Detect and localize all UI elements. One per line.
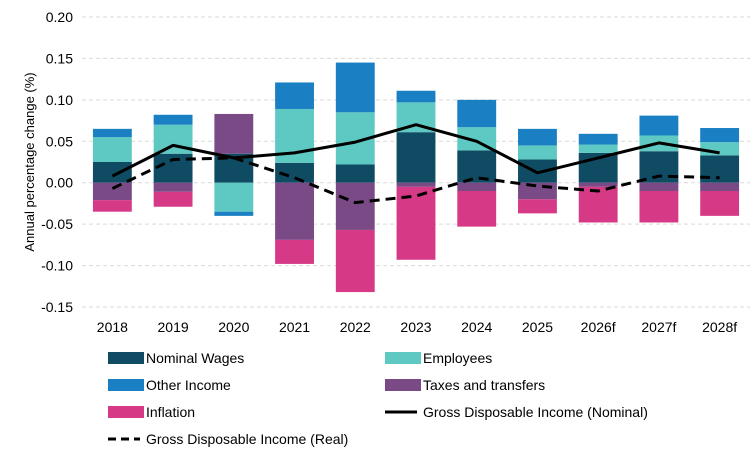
bar-segment	[518, 145, 557, 160]
bar-segment	[214, 182, 254, 212]
bar-segment	[335, 229, 375, 293]
bar-segment	[396, 90, 436, 103]
legend-label: Employees	[423, 350, 492, 366]
bar-segment	[92, 128, 132, 138]
legend-swatch	[108, 352, 144, 364]
bar-segment	[639, 182, 679, 191]
bar-segment	[518, 182, 557, 200]
y-tick-label: 0.00	[46, 175, 73, 191]
bar-segment	[275, 162, 314, 183]
x-tick-label: 2020	[218, 319, 249, 335]
gridlines	[82, 16, 750, 308]
bar-segment	[457, 182, 497, 191]
legend-swatch	[385, 352, 421, 364]
bar-segment	[700, 142, 740, 156]
x-tick-label: 2024	[461, 319, 492, 335]
legend-label: Other Income	[146, 377, 231, 393]
bar-segment	[275, 182, 314, 240]
y-axis-label: Annual percentage change (%)	[22, 72, 37, 251]
bar-segment	[275, 239, 314, 264]
lines	[111, 123, 720, 205]
legend-item: Gross Disposable Income (Nominal)	[385, 404, 648, 420]
bar-segment	[578, 186, 618, 223]
bar-segment	[92, 182, 132, 201]
x-tick-label: 2026f	[581, 319, 616, 335]
bar-segment	[153, 182, 193, 192]
x-tick-label: 2025	[522, 319, 553, 335]
x-tick-label: 2022	[340, 319, 371, 335]
y-tick-label: 0.05	[46, 133, 73, 149]
bar-segment	[639, 115, 679, 136]
legend-label: Gross Disposable Income (Real)	[146, 431, 348, 447]
legend-label: Nominal Wages	[146, 350, 244, 366]
bars	[92, 62, 740, 293]
bar-segment	[457, 191, 497, 227]
bar-segment	[396, 186, 436, 260]
bar-segment	[457, 150, 497, 183]
y-tick-label: 0.15	[46, 50, 73, 66]
legend-label: Taxes and transfers	[423, 377, 545, 393]
y-axis-ticks: 0.20 0.15 0.10 0.05 0.00 -0.05 -0.10 -0.15	[41, 9, 73, 315]
legend-swatch	[385, 379, 421, 391]
bar-segment	[578, 182, 618, 187]
x-tick-label: 2023	[400, 319, 431, 335]
bar-segment	[639, 191, 679, 223]
bar-segment	[518, 128, 557, 146]
bar-segment	[92, 200, 132, 212]
legend-item: Inflation	[108, 404, 195, 420]
bar-segment	[396, 132, 436, 183]
legend-swatch	[108, 406, 144, 418]
legend-item: Gross Disposable Income (Real)	[108, 431, 348, 447]
x-tick-label: 2028f	[702, 319, 737, 335]
y-tick-label: -0.10	[41, 258, 73, 274]
y-tick-label: -0.05	[41, 216, 73, 232]
bar-segment	[214, 211, 254, 216]
bar-segment	[396, 182, 436, 187]
y-tick-label: 0.20	[46, 9, 73, 25]
bar-segment	[578, 144, 618, 153]
line-series-nominal	[111, 123, 720, 178]
legend-label: Gross Disposable Income (Nominal)	[423, 404, 648, 420]
bar-segment	[578, 133, 618, 145]
bar-segment	[275, 82, 314, 109]
bar-segment	[153, 114, 193, 125]
x-axis-ticks: 2018 2019 2020 2021 2022 2023 2024 2025 2026f 202…	[97, 319, 737, 335]
x-tick-label: 2019	[158, 319, 189, 335]
bar-segment	[92, 137, 132, 162]
bar-segment	[92, 162, 132, 183]
bar-segment	[457, 99, 497, 128]
bar-segment	[335, 182, 375, 230]
bar-segment	[700, 128, 740, 143]
legend-item: Taxes and transfers	[385, 377, 545, 393]
x-tick-label: 2027f	[641, 319, 676, 335]
y-tick-label: 0.10	[46, 92, 73, 108]
legend-label: Inflation	[146, 404, 195, 420]
x-tick-label: 2018	[97, 319, 128, 335]
legend-item: Employees	[385, 350, 492, 366]
bar-segment	[457, 127, 497, 151]
bar-segment	[518, 199, 557, 214]
legend-item: Other Income	[108, 377, 231, 393]
bar-segment	[700, 191, 740, 216]
y-tick-label: -0.15	[41, 299, 73, 315]
legend-item: Nominal Wages	[108, 350, 244, 366]
x-tick-label: 2021	[279, 319, 310, 335]
bar-segment	[700, 182, 740, 191]
bar-segment	[335, 164, 375, 183]
legend: Nominal Wages Employees Other Income Taxes …	[108, 350, 648, 447]
legend-swatch	[108, 379, 144, 391]
bar-segment	[214, 113, 254, 154]
bar-segment	[335, 62, 375, 113]
bar-segment	[153, 191, 193, 207]
